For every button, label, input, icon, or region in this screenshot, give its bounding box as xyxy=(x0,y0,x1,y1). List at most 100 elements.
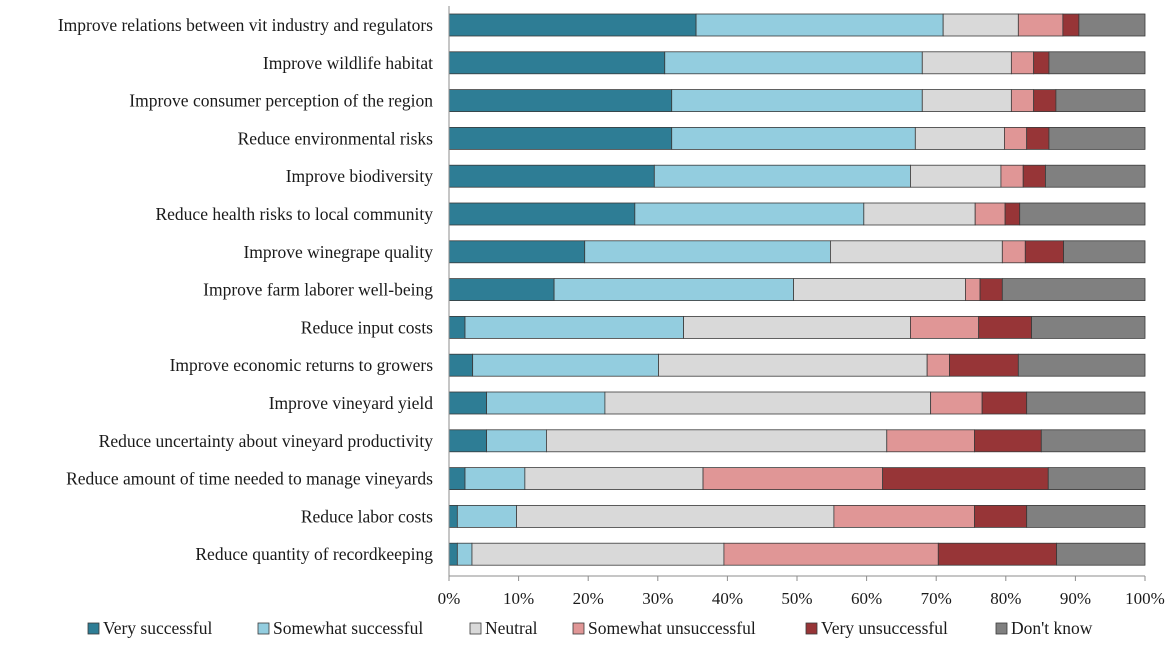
bar-segment xyxy=(981,391,1028,415)
bar-segment xyxy=(516,504,835,528)
bar-segment xyxy=(1017,13,1064,37)
bar-row xyxy=(448,13,1146,37)
x-tick-label: 0% xyxy=(438,589,461,608)
legend-item: Very unsuccessful xyxy=(805,618,948,638)
category-label: Improve vineyard yield xyxy=(269,393,434,413)
bar-segment xyxy=(793,278,966,302)
bar-segment xyxy=(1055,89,1146,112)
bar-segment xyxy=(1024,240,1064,264)
bar-segment xyxy=(921,89,1012,112)
bar-segment xyxy=(1063,240,1146,264)
category-label: Improve relations between vit industry a… xyxy=(58,15,433,35)
bar-segment xyxy=(683,315,911,339)
bar-row xyxy=(448,240,1146,264)
legend-swatch xyxy=(257,622,270,635)
bar-segment xyxy=(1010,89,1035,112)
bar-segment xyxy=(979,278,1003,302)
bar-segment xyxy=(942,13,1019,37)
bar-segment xyxy=(930,391,983,415)
legend-item: Neutral xyxy=(469,618,538,638)
bar-segment xyxy=(1022,164,1046,188)
bar-segment xyxy=(448,13,697,37)
bar-segment xyxy=(584,240,831,264)
category-label: Improve farm laborer well-being xyxy=(203,280,433,300)
legend-swatch xyxy=(572,622,585,635)
x-tick-label: 40% xyxy=(712,589,743,608)
bar-segment xyxy=(833,504,975,528)
bar-segment xyxy=(604,391,932,415)
bar-segment xyxy=(1010,51,1035,75)
bar-segment xyxy=(448,89,673,112)
bar-segment xyxy=(1017,353,1146,377)
bar-segment xyxy=(1047,467,1146,491)
bar-segment xyxy=(448,429,487,453)
bar-segment xyxy=(448,542,458,566)
category-label: Reduce amount of time needed to manage v… xyxy=(66,469,433,489)
bar-row xyxy=(448,278,1146,302)
legend-label: Neutral xyxy=(485,618,538,638)
legend-label: Very successful xyxy=(103,618,212,638)
bar-segment xyxy=(921,51,1012,75)
bar-segment xyxy=(448,467,466,491)
bars-layer xyxy=(448,13,1146,566)
bar-row xyxy=(448,127,1146,150)
x-tick-label: 90% xyxy=(1060,589,1091,608)
bar-segment xyxy=(1026,504,1146,528)
bar-segment xyxy=(546,429,888,453)
bar-segment xyxy=(978,315,1032,339)
bar-segment xyxy=(448,391,487,415)
bar-segment xyxy=(1062,13,1080,37)
legend-swatch xyxy=(805,622,818,635)
bar-segment xyxy=(448,127,673,150)
legend-item: Don't know xyxy=(995,618,1093,638)
bar-segment xyxy=(974,429,1042,453)
bar-segment xyxy=(937,542,1058,566)
legend-label: Somewhat successful xyxy=(273,618,423,638)
bar-row xyxy=(448,315,1146,339)
x-tick-label: 10% xyxy=(503,589,534,608)
bar-segment xyxy=(448,278,555,302)
bar-segment xyxy=(882,467,1049,491)
bar-row xyxy=(448,51,1146,75)
category-label: Reduce health risks to local community xyxy=(155,204,433,224)
bar-segment xyxy=(448,202,636,226)
bar-segment xyxy=(448,164,655,188)
bar-segment xyxy=(448,315,466,339)
bar-segment xyxy=(1033,51,1050,75)
bar-segment xyxy=(965,278,981,302)
bar-segment xyxy=(448,504,458,528)
x-tick-label: 100% xyxy=(1125,589,1165,608)
bar-segment xyxy=(1004,202,1021,226)
x-axis: 0% 10% 20% 30% 40% 50% 60% 70% 80% 90% 100% xyxy=(438,6,1165,608)
legend-swatch xyxy=(87,622,100,635)
bar-segment xyxy=(456,542,473,566)
bar-segment xyxy=(471,542,725,566)
legend-item: Somewhat successful xyxy=(257,618,423,638)
bar-row xyxy=(448,467,1146,491)
bar-row xyxy=(448,164,1146,188)
bar-segment xyxy=(702,467,884,491)
bar-row xyxy=(448,202,1146,226)
bar-segment xyxy=(664,51,923,75)
category-label: Reduce uncertainty about vineyard produc… xyxy=(99,431,434,451)
bar-row xyxy=(448,429,1146,453)
bar-segment xyxy=(671,89,923,112)
bar-segment xyxy=(695,13,944,37)
bar-segment xyxy=(671,127,916,150)
bar-segment xyxy=(448,51,666,75)
bar-segment xyxy=(658,353,928,377)
bar-row xyxy=(448,89,1146,112)
legend: Very successful Somewhat successful Neutra… xyxy=(87,618,1093,638)
bar-segment xyxy=(974,504,1028,528)
bar-segment xyxy=(910,164,1002,188)
bar-segment xyxy=(1040,429,1146,453)
x-tick-label: 70% xyxy=(921,589,952,608)
category-label: Improve wildlife habitat xyxy=(263,53,433,73)
bar-segment xyxy=(1026,127,1050,150)
bar-segment xyxy=(886,429,975,453)
bar-segment xyxy=(1001,240,1026,264)
bar-segment xyxy=(1033,89,1057,112)
bar-segment xyxy=(1019,202,1146,226)
